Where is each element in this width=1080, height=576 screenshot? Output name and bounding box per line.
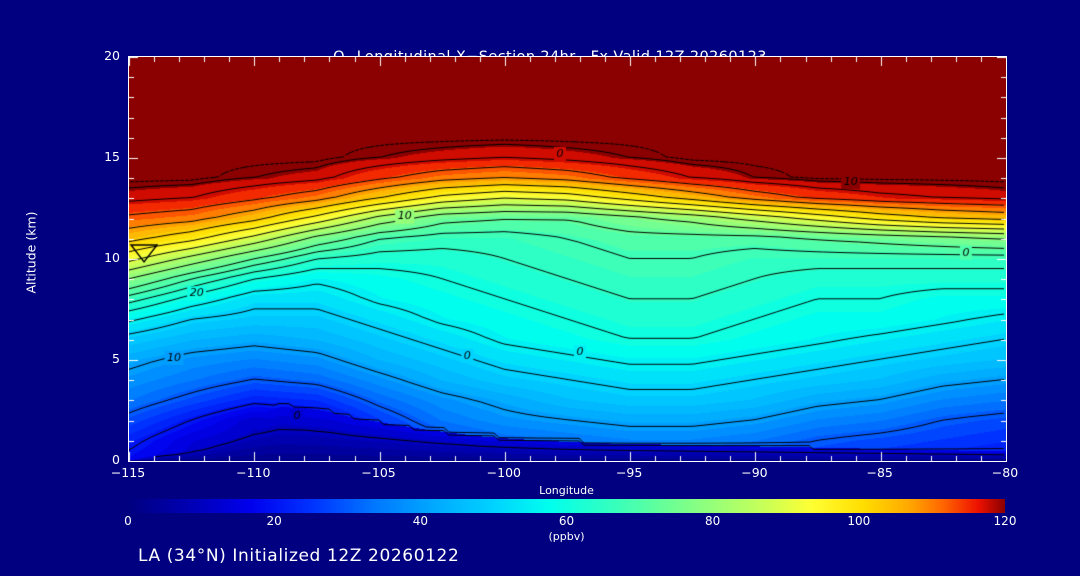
x-tick--95: −95 <box>615 465 643 480</box>
y-tick-20: 20 <box>104 48 120 63</box>
colorbar-tick-120: 120 <box>993 514 1017 528</box>
x-tick--100: −100 <box>486 465 522 480</box>
x-tick--80: −80 <box>991 465 1019 480</box>
x-tick--90: −90 <box>741 465 768 480</box>
colorbar-units-label: (ppbv) <box>548 530 585 543</box>
colorbar <box>128 499 1005 513</box>
x-tick--105: −105 <box>361 465 396 480</box>
footer-caption: LA (34°N) Initialized 12Z 20260122 <box>138 546 460 566</box>
ozone-contour-field <box>129 57 1006 461</box>
cross-section-plot[interactable] <box>128 56 1007 462</box>
x-tick--115: −115 <box>110 465 146 480</box>
colorbar-gradient <box>128 499 1005 513</box>
x-axis-label: Longitude <box>539 484 594 497</box>
colorbar-tick-80: 80 <box>705 514 721 528</box>
colorbar-tick-100: 100 <box>847 514 871 528</box>
y-tick-5: 5 <box>112 351 120 366</box>
y-tick-0: 0 <box>112 452 120 467</box>
x-tick--85: −85 <box>866 465 893 480</box>
colorbar-tick-0: 0 <box>124 514 132 528</box>
colorbar-tick-40: 40 <box>412 514 428 528</box>
colorbar-tick-60: 60 <box>558 514 575 528</box>
y-axis-label: Altitude (km) <box>23 211 39 294</box>
x-tick--110: −110 <box>236 465 271 480</box>
y-tick-10: 10 <box>104 250 120 265</box>
colorbar-tick-20: 20 <box>266 514 282 528</box>
y-tick-15: 15 <box>104 149 120 164</box>
